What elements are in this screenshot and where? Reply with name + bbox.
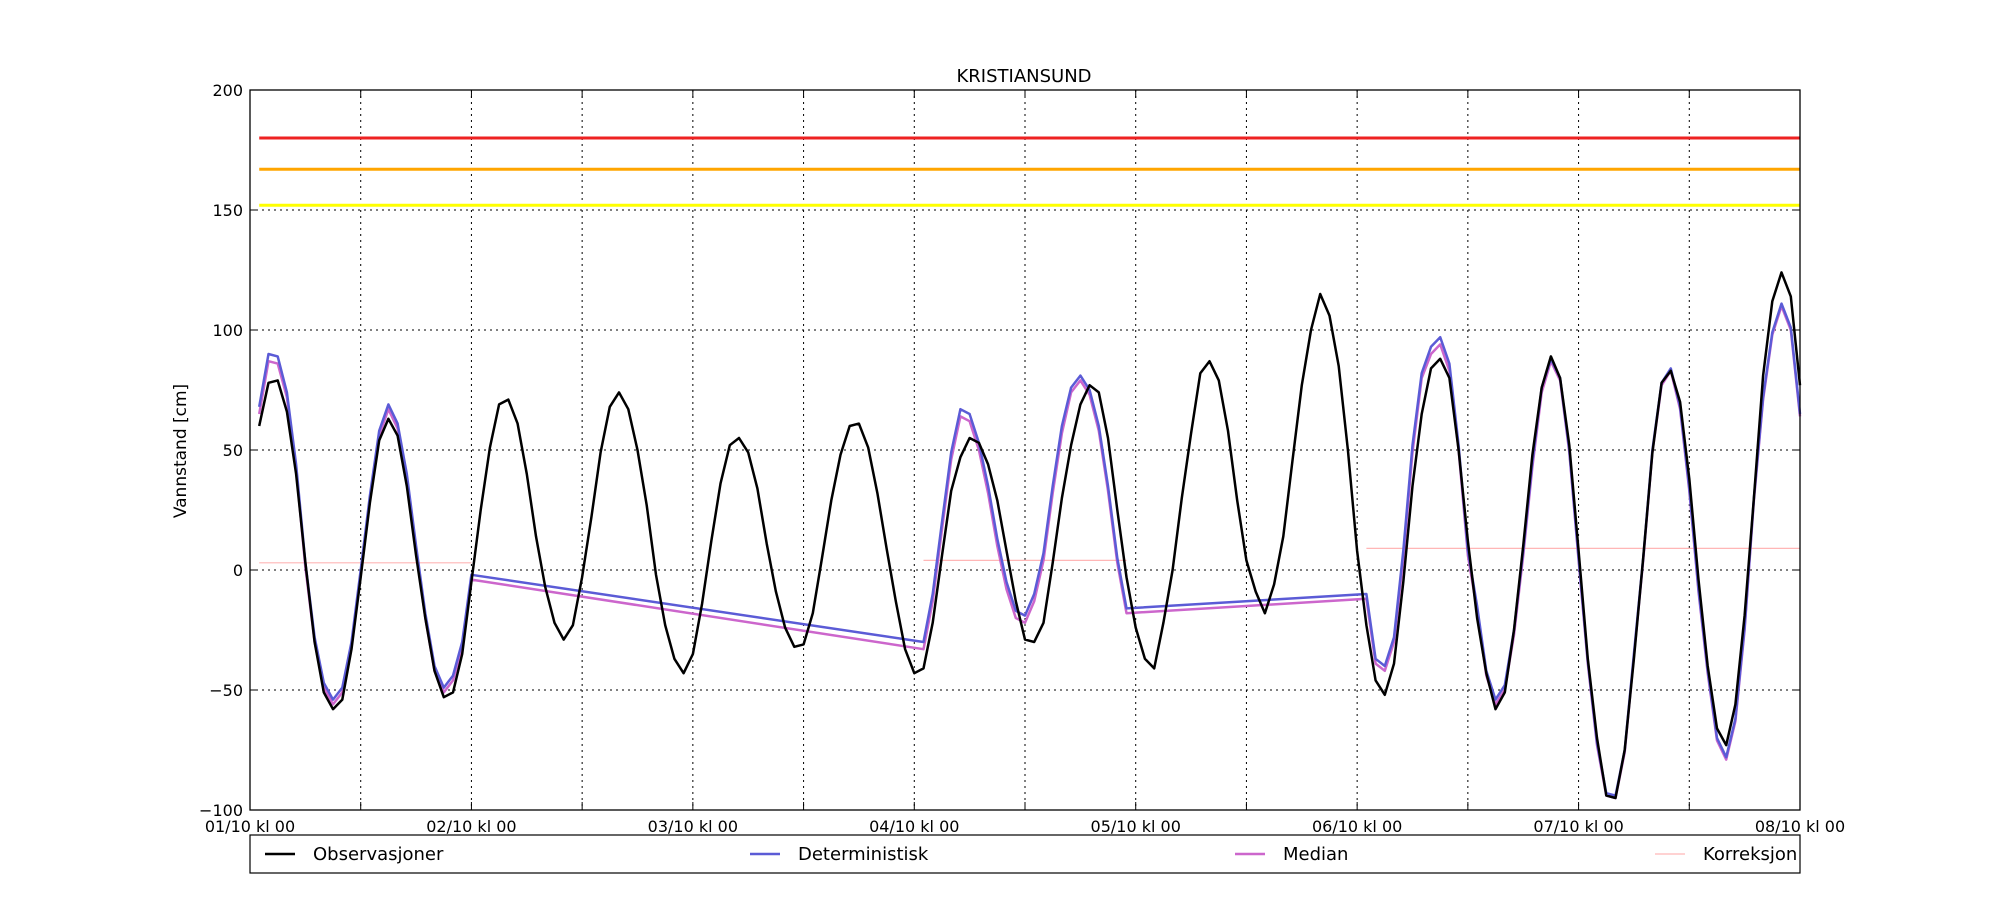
y-tick-label: 200 [212, 81, 243, 100]
series-lines [257, 271, 1802, 800]
y-tick-label: −50 [209, 681, 243, 700]
x-tick-label: 06/10 kl 00 [1312, 817, 1402, 836]
legend-box [249, 834, 1801, 874]
x-tick-label: 08/10 kl 00 [1755, 817, 1845, 836]
series-line-observasjoner [257, 271, 1802, 800]
x-tick-label: 04/10 kl 00 [869, 817, 959, 836]
y-tick-label: 50 [223, 441, 243, 460]
x-tick-label: 07/10 kl 00 [1533, 817, 1623, 836]
x-tick-label: 03/10 kl 00 [648, 817, 738, 836]
y-axis-label: Vannstand [cm] [171, 384, 191, 518]
series-line-deterministisk [257, 302, 1802, 797]
axis-ticks [249, 89, 1801, 811]
legend: Observasjoner Deterministisk Median Korreks… [265, 844, 1797, 865]
grid-lines [250, 90, 1800, 810]
chart-title: KRISTIANSUND [956, 66, 1091, 87]
legend-label: Observasjoner [313, 844, 444, 865]
y-tick-label: 150 [212, 201, 243, 220]
y-tick-label: −100 [199, 801, 243, 820]
legend-label: Korreksjon [1703, 844, 1797, 865]
series-line-korreksjon [259, 547, 1800, 564]
threshold-lines [259, 136, 1800, 207]
legend-label: Median [1283, 844, 1348, 865]
legend-label: Deterministisk [798, 844, 929, 865]
x-tick-label: 01/10 kl 00 [205, 817, 295, 836]
y-tick-label: 100 [212, 321, 243, 340]
series-line-median [257, 304, 1802, 800]
y-tick-label: 0 [233, 561, 243, 580]
x-tick-labels: 01/10 kl 00 02/10 kl 00 03/10 kl 00 04/10 k… [205, 817, 1845, 836]
x-tick-label: 02/10 kl 00 [426, 817, 516, 836]
x-tick-label: 05/10 kl 00 [1091, 817, 1181, 836]
y-tick-labels: −100 −50 0 50 100 150 200 [199, 81, 243, 820]
